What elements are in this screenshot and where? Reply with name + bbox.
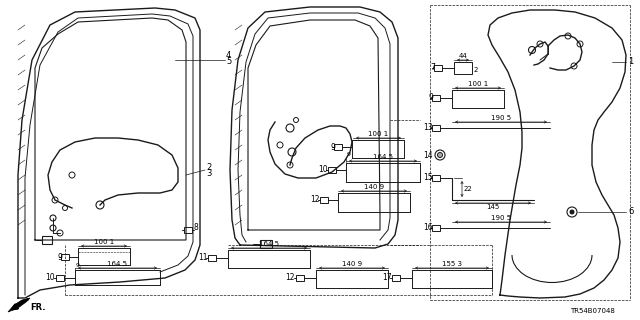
- Text: 13: 13: [424, 124, 433, 132]
- Bar: [56, 275, 64, 281]
- Text: 9: 9: [428, 93, 433, 102]
- Text: 12: 12: [285, 274, 295, 283]
- Text: 164 5: 164 5: [259, 241, 279, 247]
- Bar: [328, 167, 336, 173]
- Text: 7: 7: [430, 63, 435, 73]
- Text: 14: 14: [424, 150, 433, 159]
- Circle shape: [438, 153, 442, 157]
- Text: 155 3: 155 3: [442, 261, 462, 267]
- Polygon shape: [8, 298, 30, 312]
- Text: 9: 9: [347, 152, 351, 157]
- Text: 140 9: 140 9: [364, 184, 384, 190]
- Text: 17: 17: [382, 274, 392, 283]
- Text: 10: 10: [45, 274, 55, 283]
- Text: 4: 4: [226, 51, 231, 60]
- Bar: [432, 125, 440, 131]
- Bar: [42, 236, 52, 244]
- Bar: [320, 197, 328, 203]
- Text: 15: 15: [424, 173, 433, 182]
- Bar: [432, 175, 440, 181]
- Text: 10: 10: [318, 165, 328, 174]
- Bar: [432, 95, 440, 101]
- Text: 164 5: 164 5: [107, 261, 127, 267]
- Bar: [184, 227, 192, 233]
- Text: 9: 9: [57, 252, 62, 261]
- Bar: [208, 255, 216, 261]
- Text: 2: 2: [206, 164, 211, 172]
- Text: 190 5: 190 5: [491, 215, 511, 221]
- Text: 22: 22: [464, 186, 473, 192]
- Text: 2: 2: [474, 67, 478, 73]
- Bar: [334, 144, 342, 150]
- Circle shape: [570, 210, 574, 214]
- Text: 3: 3: [206, 170, 211, 179]
- Text: 100 1: 100 1: [468, 81, 488, 87]
- Text: 1: 1: [628, 58, 633, 67]
- Text: 9: 9: [76, 263, 80, 268]
- Bar: [432, 225, 440, 231]
- Text: 8: 8: [193, 223, 198, 233]
- Text: 12: 12: [310, 196, 320, 204]
- Text: 100 1: 100 1: [368, 131, 388, 137]
- Text: 140 9: 140 9: [342, 261, 362, 267]
- Text: TR54B07048: TR54B07048: [570, 308, 615, 314]
- Text: 44: 44: [459, 53, 467, 59]
- Bar: [61, 254, 69, 260]
- Text: 5: 5: [226, 58, 231, 67]
- Text: 6: 6: [628, 207, 634, 217]
- Bar: [454, 62, 472, 74]
- Bar: [392, 275, 400, 281]
- Text: 100 1: 100 1: [94, 239, 114, 245]
- Text: 190 5: 190 5: [491, 115, 511, 121]
- Text: 145: 145: [486, 204, 500, 210]
- Text: 11: 11: [198, 253, 208, 262]
- Text: FR.: FR.: [30, 303, 45, 313]
- Bar: [260, 240, 272, 248]
- Bar: [434, 65, 442, 71]
- Bar: [296, 275, 304, 281]
- Text: 164 5: 164 5: [373, 154, 393, 160]
- Text: 16: 16: [424, 223, 433, 233]
- Text: 9: 9: [330, 142, 335, 151]
